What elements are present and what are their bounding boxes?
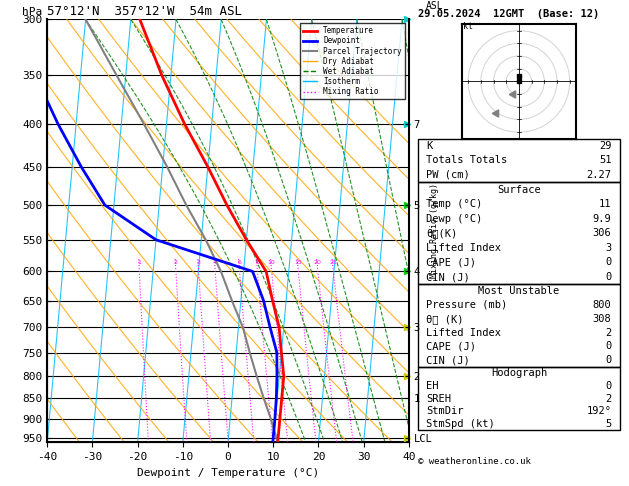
Text: Lifted Index: Lifted Index (426, 328, 501, 337)
Text: 308: 308 (593, 314, 611, 324)
Text: 29.05.2024  12GMT  (Base: 12): 29.05.2024 12GMT (Base: 12) (418, 9, 599, 19)
Text: 51: 51 (599, 156, 611, 165)
Text: 1: 1 (137, 260, 141, 265)
Text: Surface: Surface (497, 185, 541, 194)
Text: EH: EH (426, 381, 439, 391)
Text: kt: kt (463, 22, 473, 32)
Text: 57°12'N  357°12'W  54m ASL: 57°12'N 357°12'W 54m ASL (47, 5, 242, 18)
Text: CAPE (J): CAPE (J) (426, 258, 476, 267)
X-axis label: Dewpoint / Temperature (°C): Dewpoint / Temperature (°C) (137, 468, 319, 478)
Legend: Temperature, Dewpoint, Parcel Trajectory, Dry Adiabat, Wet Adiabat, Isotherm, Mi: Temperature, Dewpoint, Parcel Trajectory… (301, 23, 405, 99)
Text: Mixing Ratio (g/kg): Mixing Ratio (g/kg) (430, 183, 438, 278)
Text: 2: 2 (605, 328, 611, 337)
Text: CIN (J): CIN (J) (426, 355, 470, 365)
Text: Temp (°C): Temp (°C) (426, 199, 482, 209)
Text: © weatheronline.co.uk: © weatheronline.co.uk (418, 457, 531, 466)
Text: 29: 29 (599, 141, 611, 151)
Text: StmSpd (kt): StmSpd (kt) (426, 419, 495, 429)
Text: 9.9: 9.9 (593, 214, 611, 224)
Text: 800: 800 (593, 300, 611, 310)
Text: Pressure (mb): Pressure (mb) (426, 300, 508, 310)
Text: Totals Totals: Totals Totals (426, 156, 508, 165)
Text: 25: 25 (329, 260, 337, 265)
Text: 5: 5 (605, 419, 611, 429)
Text: 15: 15 (294, 260, 302, 265)
Text: 10: 10 (267, 260, 276, 265)
Text: StmDir: StmDir (426, 406, 464, 416)
Text: 20: 20 (314, 260, 321, 265)
Text: 306: 306 (593, 228, 611, 238)
Text: θᴄ(K): θᴄ(K) (426, 228, 457, 238)
Text: Dewp (°C): Dewp (°C) (426, 214, 482, 224)
Text: 8: 8 (255, 260, 259, 265)
Text: Lifted Index: Lifted Index (426, 243, 501, 253)
Text: PW (cm): PW (cm) (426, 170, 470, 180)
Text: K: K (426, 141, 433, 151)
Text: 192°: 192° (586, 406, 611, 416)
Text: km
ASL: km ASL (425, 0, 443, 11)
Text: 3: 3 (605, 243, 611, 253)
Text: 2: 2 (605, 394, 611, 403)
Text: 3: 3 (196, 260, 201, 265)
Text: Hodograph: Hodograph (491, 368, 547, 378)
Text: Most Unstable: Most Unstable (478, 286, 560, 296)
Text: 0: 0 (605, 355, 611, 365)
Text: CIN (J): CIN (J) (426, 272, 470, 282)
Text: 2.27: 2.27 (586, 170, 611, 180)
Text: 4: 4 (213, 260, 217, 265)
Text: 0: 0 (605, 341, 611, 351)
Text: SREH: SREH (426, 394, 452, 403)
Text: θᴄ (K): θᴄ (K) (426, 314, 464, 324)
Text: CAPE (J): CAPE (J) (426, 341, 476, 351)
Text: 11: 11 (599, 199, 611, 209)
Text: 0: 0 (605, 258, 611, 267)
Text: 6: 6 (237, 260, 242, 265)
Text: 2: 2 (174, 260, 178, 265)
Text: 0: 0 (605, 272, 611, 282)
Text: hPa: hPa (22, 7, 42, 17)
Text: 0: 0 (605, 381, 611, 391)
